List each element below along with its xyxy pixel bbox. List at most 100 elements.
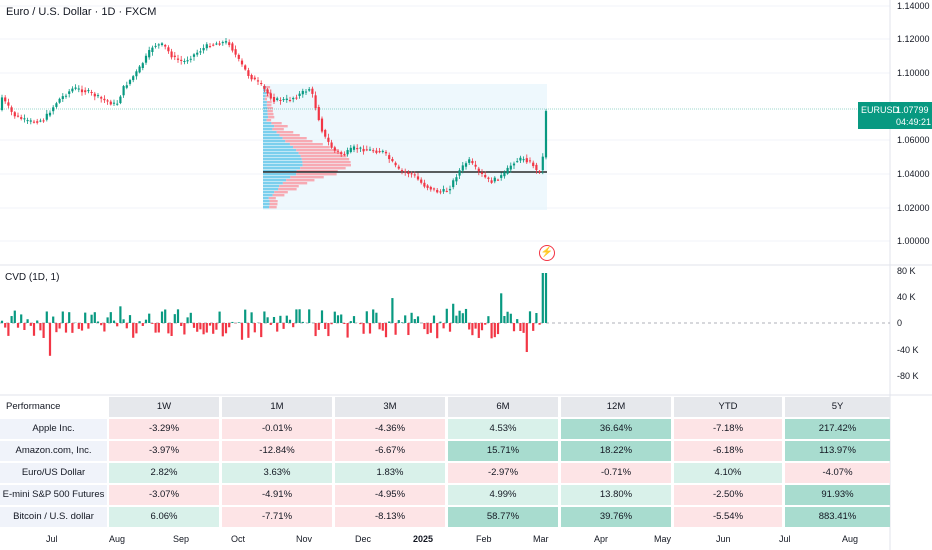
cvd-bar bbox=[199, 323, 202, 330]
performance-row[interactable]: Amazon.com, Inc. -3.97% -12.84% -6.67% 15.71… bbox=[0, 441, 932, 461]
cvd-bar bbox=[381, 323, 384, 331]
volume-profile-bar bbox=[282, 182, 308, 185]
candle-body bbox=[503, 172, 506, 177]
performance-cell: -4.07% bbox=[785, 463, 890, 483]
cvd-tick: 80 K bbox=[897, 266, 916, 276]
cvd-bar bbox=[100, 323, 103, 326]
candle-body bbox=[253, 77, 256, 80]
candle-body bbox=[368, 149, 372, 151]
candle-body bbox=[352, 146, 356, 150]
time-label: Jun bbox=[716, 534, 731, 544]
row-symbol-name[interactable]: Apple Inc. bbox=[0, 419, 107, 439]
candle-body bbox=[500, 175, 503, 178]
volume-profile-bar bbox=[263, 188, 279, 191]
cvd-bar bbox=[109, 312, 112, 323]
candle-body bbox=[474, 164, 477, 167]
price-tick: 1.12000 bbox=[897, 34, 930, 44]
candle-body bbox=[493, 177, 496, 182]
time-label: Dec bbox=[355, 534, 372, 544]
row-symbol-name[interactable]: Bitcoin / U.S. dollar bbox=[0, 507, 107, 527]
volume-profile-bar bbox=[302, 164, 351, 167]
cvd-bar bbox=[426, 323, 429, 335]
cvd-bar bbox=[327, 323, 330, 337]
price-tick: 1.06000 bbox=[897, 135, 930, 145]
cvd-bar bbox=[160, 311, 164, 323]
candle-body bbox=[224, 41, 228, 43]
performance-cell: -4.36% bbox=[335, 419, 445, 439]
volume-profile-bar bbox=[296, 173, 337, 176]
candle-body bbox=[186, 60, 189, 62]
candle-body bbox=[247, 70, 250, 76]
candle-body bbox=[256, 80, 260, 82]
cvd-bar bbox=[93, 312, 96, 323]
candle-body bbox=[519, 157, 522, 161]
cvd-bar bbox=[122, 319, 125, 323]
row-symbol-name[interactable]: Euro/US Dollar bbox=[0, 463, 107, 483]
cvd-bar bbox=[138, 321, 141, 323]
cvd-bar bbox=[308, 309, 311, 323]
row-symbol-name[interactable]: Amazon.com, Inc. bbox=[0, 441, 107, 461]
volume-profile-bar bbox=[263, 158, 302, 161]
candle-body bbox=[228, 42, 231, 46]
candle-body bbox=[160, 43, 164, 45]
volume-profile-bar bbox=[263, 200, 270, 203]
candle-body bbox=[221, 42, 224, 44]
time-label: Mar bbox=[533, 534, 549, 544]
candle-body bbox=[314, 95, 317, 109]
column-header[interactable]: 3M bbox=[335, 397, 445, 417]
candle-body bbox=[522, 159, 525, 161]
cvd-bar bbox=[0, 320, 4, 323]
volume-profile-bar bbox=[286, 179, 315, 182]
cvd-bar bbox=[512, 323, 516, 332]
performance-row[interactable]: Euro/US Dollar 2.82% 3.63% 1.83% -2.97% -0.71… bbox=[0, 463, 932, 483]
candle-body bbox=[292, 97, 295, 100]
performance-cell: -4.91% bbox=[222, 485, 332, 505]
column-header[interactable]: 6M bbox=[448, 397, 558, 417]
volume-profile-bar bbox=[300, 167, 346, 170]
performance-row[interactable]: E-mini S&P 500 Futures -3.07% -4.91% -4.95%… bbox=[0, 485, 932, 505]
candle-body bbox=[391, 158, 394, 162]
column-header[interactable]: 1W bbox=[109, 397, 219, 417]
performance-row[interactable]: Bitcoin / U.S. dollar 6.06% -7.71% -8.13% 58… bbox=[0, 507, 932, 527]
candle-body bbox=[317, 107, 320, 121]
candle-body bbox=[480, 172, 484, 174]
candle-body bbox=[269, 93, 272, 99]
cvd-bar bbox=[416, 316, 420, 323]
volume-profile-bar bbox=[298, 152, 343, 155]
cvd-bar bbox=[317, 323, 320, 330]
chart-title: Euro / U.S. Dollar · 1D · FXCM bbox=[6, 6, 157, 18]
volume-profile-bar bbox=[263, 179, 287, 182]
cvd-bar bbox=[212, 323, 215, 334]
price-tick: 1.10000 bbox=[897, 68, 930, 78]
cvd-bar bbox=[4, 323, 7, 328]
cvd-indicator-label[interactable]: CVD (1D, 1) bbox=[5, 272, 60, 283]
column-header[interactable]: 1M bbox=[222, 397, 332, 417]
candle-body bbox=[324, 130, 327, 137]
cvd-bar bbox=[455, 315, 458, 323]
volume-profile-bar bbox=[268, 197, 276, 200]
volume-profile-bar bbox=[263, 137, 283, 140]
candle-body bbox=[170, 51, 173, 58]
volume-profile-bar bbox=[263, 167, 301, 170]
cvd-bar bbox=[84, 312, 87, 323]
candle-body bbox=[180, 59, 183, 61]
candle-body bbox=[301, 90, 304, 95]
cvd-bar bbox=[192, 323, 196, 328]
performance-header-row: Performance 1W 1M 3M 6M 12M YTD 5Y bbox=[0, 397, 932, 417]
performance-row[interactable]: Apple Inc. -3.29% -0.01% -4.36% 4.53% 36.64% -… bbox=[0, 419, 932, 439]
volume-profile-bar bbox=[263, 197, 269, 200]
candle-body bbox=[285, 98, 288, 100]
column-header[interactable]: 12M bbox=[561, 397, 671, 417]
volume-profile-bar bbox=[272, 128, 284, 131]
volume-profile-bar bbox=[263, 101, 267, 104]
cvd-bar bbox=[167, 323, 170, 334]
candle-body bbox=[103, 98, 106, 101]
lightning-icon[interactable]: ⚡ bbox=[539, 245, 555, 261]
cvd-bar bbox=[445, 308, 448, 323]
cvd-bar bbox=[368, 323, 372, 334]
column-header[interactable]: YTD bbox=[674, 397, 782, 417]
row-symbol-name[interactable]: E-mini S&P 500 Futures bbox=[0, 485, 107, 505]
column-header[interactable]: 5Y bbox=[785, 397, 890, 417]
cvd-bar bbox=[231, 321, 234, 323]
